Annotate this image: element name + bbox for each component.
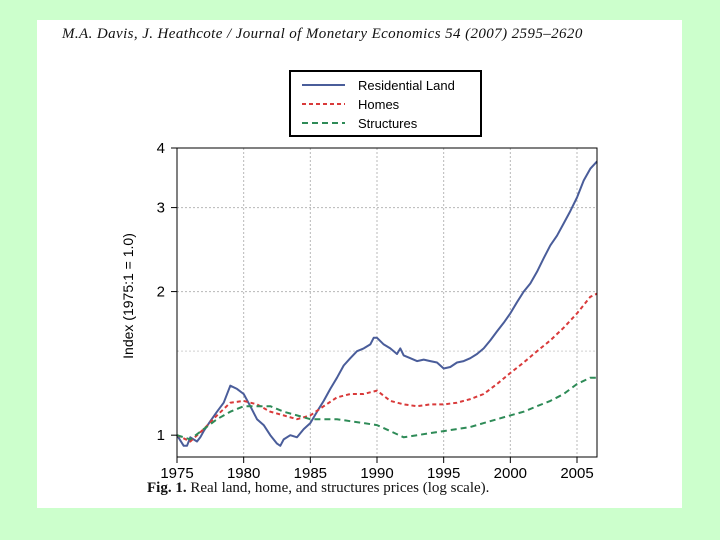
legend-box	[289, 70, 482, 137]
slide-panel: M.A. Davis, J. Heathcote / Journal of Mo…	[37, 20, 682, 508]
x-tick-label: 1975	[160, 465, 193, 482]
y-axis-label: Index (1975:1 = 1.0)	[120, 233, 136, 359]
x-axis: 1975 1980 1985 1990 1995 2000 2005	[160, 457, 594, 482]
x-tick-label: 2005	[560, 465, 593, 482]
y-tick-label: 1	[157, 427, 165, 444]
legend-label: Homes	[358, 97, 400, 112]
x-tick-label: 2000	[494, 465, 527, 482]
legend: Residential Land Homes Structures	[289, 70, 482, 137]
y-tick-label: 2	[157, 284, 165, 301]
y-axis: 1 2 3 4	[157, 140, 177, 444]
x-tick-label: 1980	[227, 465, 260, 482]
line-chart: Residential Land Homes Structures 1975 1980…	[120, 70, 598, 482]
y-tick-label: 4	[157, 140, 165, 157]
legend-label: Residential Land	[358, 78, 455, 93]
x-tick-label: 1995	[427, 465, 460, 482]
x-tick-label: 1990	[360, 465, 393, 482]
grid	[176, 147, 597, 457]
y-tick-label: 3	[157, 200, 165, 217]
caption-text: Real land, home, and structures prices (…	[190, 480, 490, 496]
caption-label: Fig. 1.	[147, 480, 187, 496]
series-line-homes	[176, 292, 598, 443]
x-tick-label: 1985	[294, 465, 327, 482]
legend-label: Structures	[358, 116, 418, 131]
journal-citation: M.A. Davis, J. Heathcote / Journal of Mo…	[62, 26, 583, 42]
series-line-structures	[176, 376, 597, 441]
plot-frame	[176, 147, 598, 458]
figure-caption: Fig. 1. Real land, home, and structures …	[147, 480, 489, 497]
series-line-residential-land	[176, 160, 598, 447]
series-layer	[176, 160, 598, 447]
